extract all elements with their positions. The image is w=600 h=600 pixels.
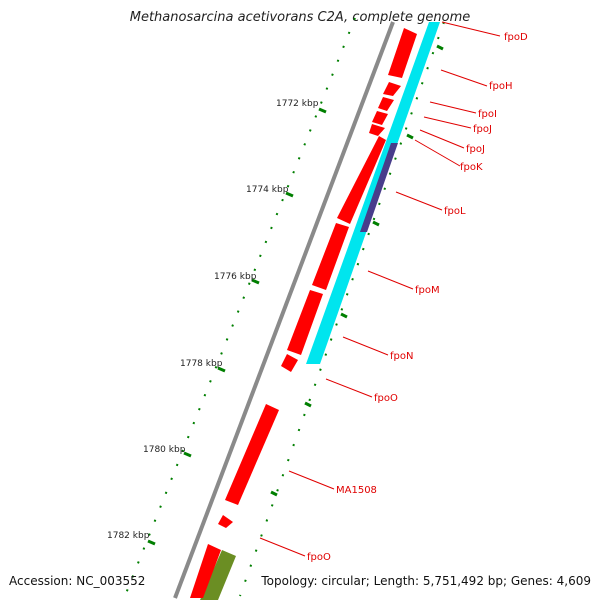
gene-label: fpoH — [489, 81, 513, 92]
inner-tick — [372, 220, 380, 227]
gene-label: fpoO — [307, 552, 331, 563]
gene-label: fpoJ — [473, 124, 492, 135]
other-feature — [200, 550, 236, 600]
label-leader — [367, 270, 414, 290]
kbp-tick — [251, 278, 260, 285]
gene-label: MA1508 — [336, 485, 377, 496]
cds-track — [306, 22, 440, 364]
gene-arrow-fpoL — [312, 223, 349, 290]
kbp-label: 1780 kbp — [143, 445, 186, 455]
label-leader — [325, 378, 373, 398]
label-leader — [423, 116, 472, 129]
inner-tick — [406, 133, 414, 140]
label-leader — [414, 139, 461, 167]
gene-label: fpoD — [504, 32, 528, 43]
gene-arrow-fpoD — [388, 28, 417, 78]
kbp-label: 1776 kbp — [214, 272, 257, 282]
gene-arrow-fpoH — [383, 82, 401, 96]
map-title: Methanosarcina acetivorans C2A, complete… — [129, 10, 471, 25]
gene-label: fpoL — [444, 206, 466, 217]
label-leader — [288, 470, 335, 490]
genome-stats-text: Topology: circular; Length: 5,751,492 bp… — [261, 574, 591, 588]
label-leader — [419, 129, 465, 149]
kbp-tick — [147, 539, 156, 546]
gene-blocks — [190, 28, 417, 598]
kbp-label: 1772 kbp — [276, 99, 319, 109]
accession-text: Accession: NC_003552 — [9, 574, 146, 588]
label-leader — [395, 191, 443, 211]
gene-arrow-fpoJ-a — [372, 111, 388, 125]
gene-arrow-fpoN — [281, 354, 298, 372]
label-leader — [440, 69, 488, 87]
gene-label: fpoK — [460, 162, 483, 173]
kbp-label: 1774 kbp — [246, 185, 289, 195]
inner-tick — [436, 44, 444, 51]
label-leader — [441, 21, 501, 37]
kbp-tick — [217, 366, 226, 373]
gene-label: fpoJ — [466, 144, 485, 155]
gene-label: fpoO — [374, 393, 398, 404]
genome-backbone — [173, 21, 395, 599]
gene-arrow-fpoJ-b — [369, 124, 385, 136]
gene-arrow-fpoK — [337, 136, 386, 224]
gene-arrow-fpoO — [225, 404, 279, 505]
inner-tick — [340, 312, 348, 319]
gene-label: fpoM — [415, 285, 440, 296]
inner-ring-dots — [239, 21, 445, 597]
cds-track-highlight — [360, 143, 398, 232]
scale-dots — [124, 17, 356, 597]
kbp-tick — [285, 191, 294, 198]
kbp-label: 1782 kbp — [107, 531, 150, 541]
gene-arrow-fpoO-b — [190, 544, 221, 598]
kbp-label: 1778 kbp — [180, 359, 223, 369]
label-leader — [342, 336, 389, 356]
gene-arrow-fpoM — [287, 290, 323, 355]
inner-tick — [304, 401, 312, 408]
gene-arrow-MA1508 — [218, 515, 233, 528]
gene-label: fpoI — [478, 109, 497, 120]
gene-label: fpoN — [390, 351, 413, 362]
kbp-tick — [318, 107, 327, 114]
kbp-tick — [183, 451, 192, 458]
label-leader — [429, 101, 477, 114]
kbp-scale: 1772 kbp 1774 kbp 1776 kbp 1778 kbp 1780… — [107, 99, 327, 546]
gene-labels: fpoD fpoH fpoI fpoJ fpoJ fpoK fpoL fpoM … — [259, 21, 528, 563]
inner-tick — [270, 490, 278, 497]
inner-ticks — [270, 44, 444, 497]
gene-arrow-fpoI — [378, 97, 394, 111]
label-leader — [259, 537, 306, 557]
